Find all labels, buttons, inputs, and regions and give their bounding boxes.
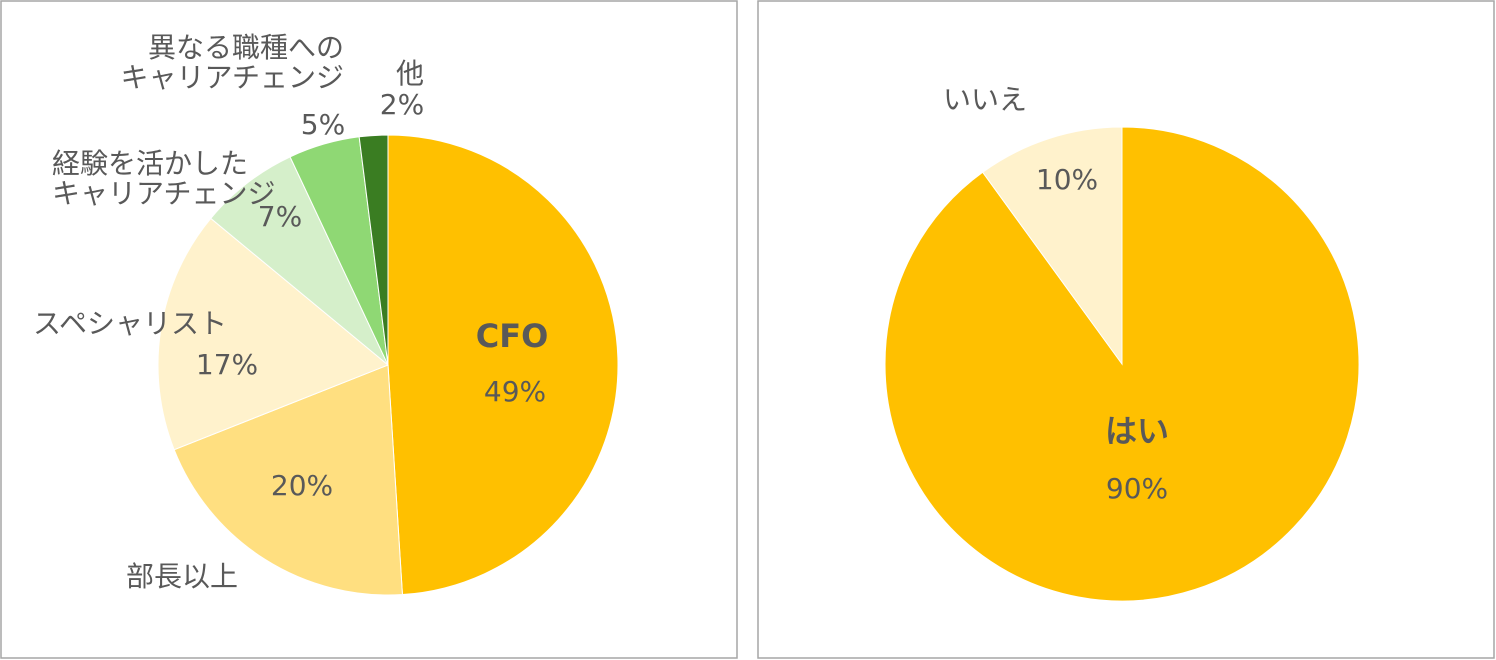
- category-label: 他: [396, 57, 424, 90]
- pie-slice: [210, 156, 389, 366]
- value-label: 49%: [484, 375, 546, 408]
- category-label: いいえ: [943, 83, 1027, 116]
- value-label: 2%: [380, 88, 424, 121]
- value-label: 90%: [1106, 472, 1168, 505]
- category-label: CFO: [476, 317, 549, 355]
- value-label: 5%: [301, 108, 345, 141]
- value-label: 7%: [258, 200, 302, 233]
- pie-slice: [981, 126, 1123, 366]
- value-label: 17%: [196, 348, 258, 381]
- pie-slice: [387, 134, 619, 596]
- category-label: スペシャリスト: [33, 307, 227, 340]
- value-label: 10%: [1036, 163, 1098, 196]
- pie-slice: [358, 134, 389, 366]
- category-label: 異なる職種へのキャリアチェンジ: [121, 31, 344, 94]
- pie-slice: [173, 364, 403, 596]
- category-label: 経験を活かしたキャリアチェンジ: [52, 147, 275, 210]
- value-label: 20%: [271, 469, 333, 502]
- pie-slice: [157, 217, 389, 451]
- category-label: 部長以上: [126, 560, 238, 593]
- category-label: はい: [1105, 412, 1169, 450]
